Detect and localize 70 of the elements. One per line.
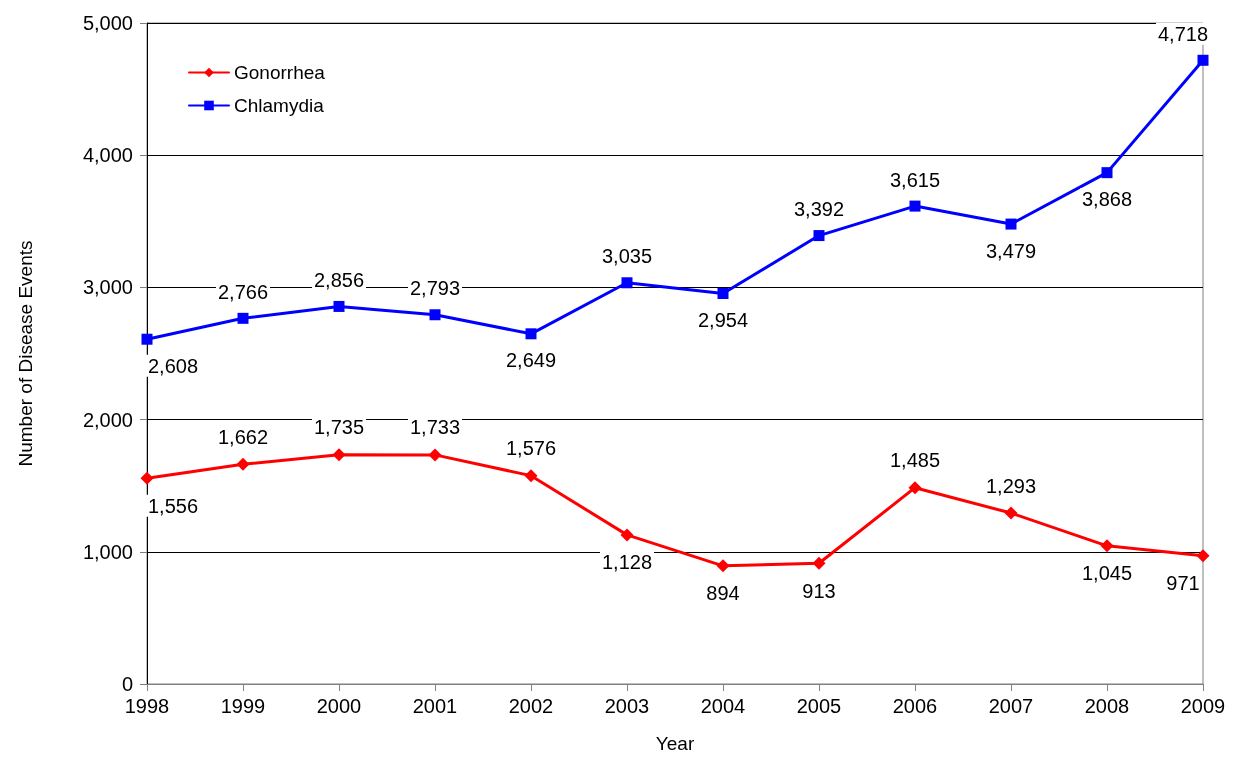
point bbox=[1005, 218, 1017, 230]
data-label: 1,556 bbox=[147, 494, 199, 517]
point bbox=[1101, 167, 1113, 179]
point bbox=[141, 333, 153, 345]
point bbox=[429, 309, 441, 321]
data-label: 1,293 bbox=[985, 474, 1037, 497]
y-tick-label: 5,000 bbox=[82, 12, 133, 34]
data-label: 3,615 bbox=[889, 168, 941, 191]
data-label: 1,576 bbox=[505, 437, 557, 460]
x-tick-label: 2006 bbox=[892, 695, 938, 717]
data-label: 913 bbox=[802, 579, 836, 602]
x-tick-label: 2001 bbox=[412, 695, 458, 717]
data-label: 894 bbox=[706, 582, 740, 605]
legend-label: Chlamydia bbox=[234, 95, 325, 116]
point bbox=[525, 328, 537, 340]
point bbox=[813, 230, 825, 242]
point bbox=[908, 481, 922, 495]
point bbox=[524, 469, 538, 483]
data-label: 1,128 bbox=[601, 551, 653, 574]
point bbox=[1197, 54, 1209, 66]
point bbox=[717, 287, 729, 299]
data-label: 1,733 bbox=[409, 416, 461, 439]
x-tick-label: 1998 bbox=[124, 695, 170, 717]
data-label: 971 bbox=[1166, 572, 1200, 595]
point bbox=[1100, 539, 1114, 553]
point bbox=[812, 556, 826, 570]
y-tick-label: 2,000 bbox=[82, 408, 133, 431]
x-axis-title: Year bbox=[655, 733, 695, 754]
x-tick-label: 2008 bbox=[1084, 695, 1130, 717]
legend-label: Gonorrhea bbox=[234, 62, 326, 83]
point bbox=[909, 200, 921, 212]
x-tick-label: 2003 bbox=[604, 695, 650, 717]
point bbox=[237, 312, 249, 324]
data-label: 4,718 bbox=[1157, 22, 1209, 45]
point bbox=[236, 457, 250, 471]
data-label: 3,479 bbox=[985, 239, 1037, 262]
point bbox=[621, 277, 633, 289]
point bbox=[1196, 549, 1210, 563]
x-tick-label: 2004 bbox=[700, 695, 746, 717]
point bbox=[1004, 506, 1018, 520]
data-label: 1,045 bbox=[1081, 562, 1133, 585]
point bbox=[428, 448, 442, 462]
y-tick-label: 4,000 bbox=[82, 144, 133, 167]
x-tick-label: 2002 bbox=[508, 695, 554, 717]
data-label: 2,954 bbox=[697, 308, 749, 331]
y-tick-label: 3,000 bbox=[82, 276, 133, 299]
x-tick-label: 2000 bbox=[316, 695, 362, 717]
point bbox=[332, 448, 346, 462]
x-tick-label: 1999 bbox=[220, 695, 266, 717]
point bbox=[333, 300, 345, 312]
point bbox=[716, 559, 730, 573]
point bbox=[140, 471, 154, 485]
data-label: 1,662 bbox=[217, 425, 269, 448]
data-label: 2,649 bbox=[505, 349, 557, 372]
y-axis-title: Number of Disease Events bbox=[15, 240, 36, 467]
data-label: 3,035 bbox=[601, 245, 653, 268]
x-tick-label: 2009 bbox=[1180, 695, 1226, 717]
data-label: 3,868 bbox=[1081, 188, 1133, 211]
data-label: 2,856 bbox=[313, 268, 365, 291]
data-label: 1,735 bbox=[313, 416, 365, 439]
data-label: 2,608 bbox=[147, 354, 199, 377]
y-tick-label: 1,000 bbox=[82, 540, 133, 563]
y-tick-label: 0 bbox=[121, 673, 133, 695]
point bbox=[620, 528, 634, 542]
x-tick-label: 2005 bbox=[796, 695, 842, 717]
data-label: 2,766 bbox=[217, 280, 269, 303]
x-tick-label: 2007 bbox=[988, 695, 1034, 717]
data-label: 1,485 bbox=[889, 449, 941, 472]
data-label: 3,392 bbox=[793, 198, 845, 221]
data-label: 2,793 bbox=[409, 277, 461, 300]
